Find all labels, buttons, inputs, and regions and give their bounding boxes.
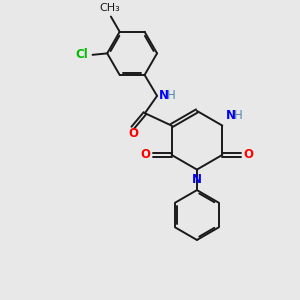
Text: O: O [129,128,139,140]
Text: N: N [192,173,202,186]
Text: O: O [243,148,254,161]
Text: CH₃: CH₃ [99,3,120,13]
Text: H: H [234,109,243,122]
Text: H: H [167,89,176,102]
Text: O: O [140,148,150,161]
Text: Cl: Cl [75,48,88,61]
Text: N: N [226,109,236,122]
Text: N: N [158,89,169,102]
